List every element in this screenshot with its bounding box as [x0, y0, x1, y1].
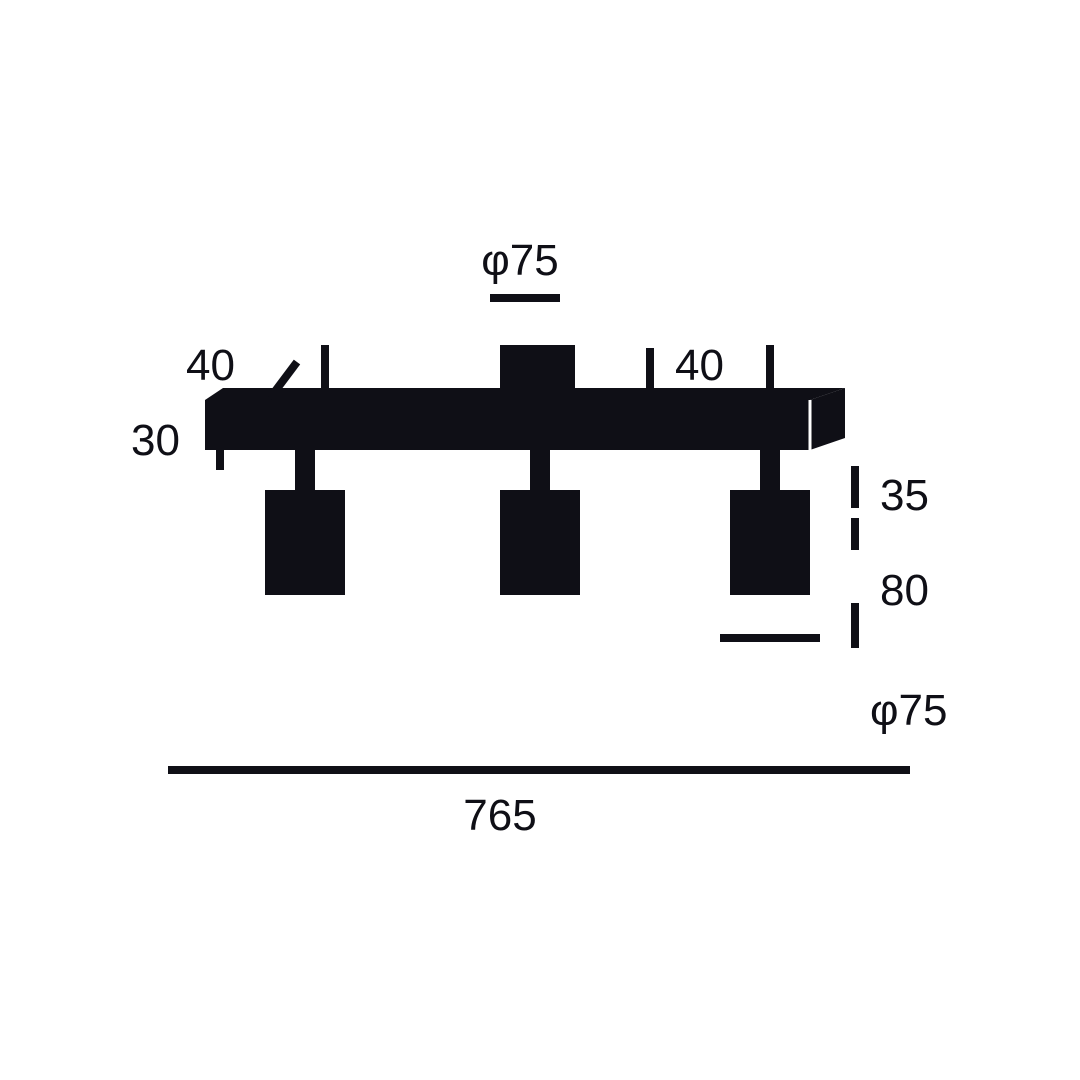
neck-2 — [760, 450, 780, 490]
neck-0 — [295, 450, 315, 490]
label-total-width: 765 — [463, 791, 536, 840]
label-top-diameter: φ75 — [481, 236, 558, 285]
neck-1 — [530, 450, 550, 490]
spotlight-head-0 — [265, 490, 345, 595]
dimension-diagram: φ754040303580φ75765 — [0, 0, 1080, 1080]
ceiling-mount — [500, 345, 575, 400]
spotlight-head-2 — [730, 490, 810, 595]
spotlight-head-1 — [500, 490, 580, 595]
label-bottom-diameter: φ75 — [870, 686, 947, 735]
label-30-depth: 30 — [131, 416, 180, 465]
label-40-left: 40 — [186, 341, 235, 390]
label-35: 35 — [880, 471, 929, 520]
bar-front — [205, 400, 810, 450]
label-40-right: 40 — [675, 341, 724, 390]
label-80: 80 — [880, 566, 929, 615]
